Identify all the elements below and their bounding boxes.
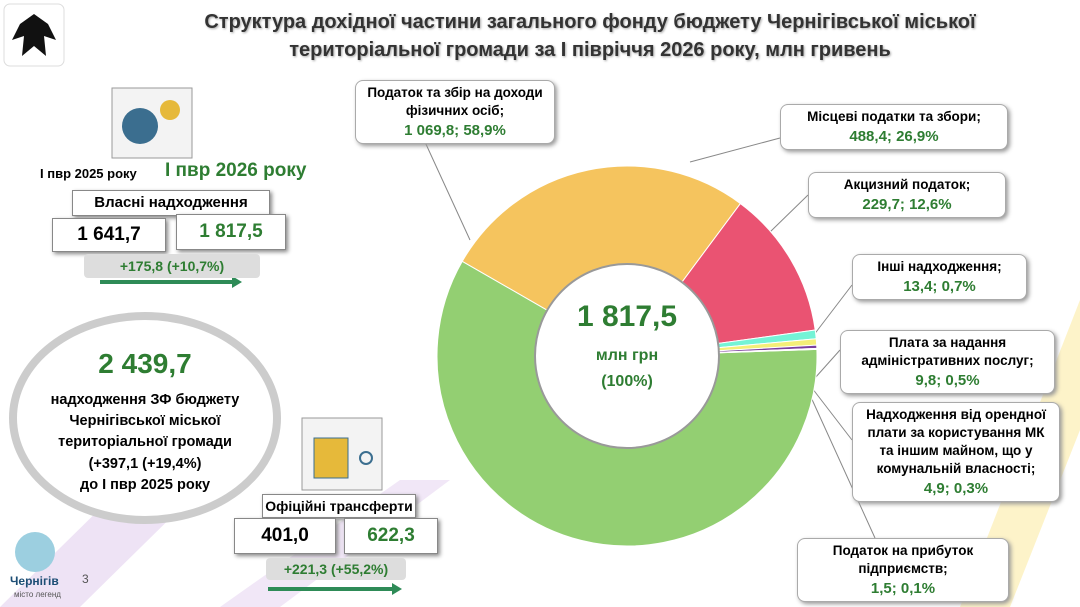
transfers-prev: 401,0 (234, 518, 336, 554)
category-label: Плата за надання адміністративних послуг… (861, 335, 1034, 368)
summary-total: 2 439,7 (98, 348, 192, 379)
callout: Податок та збір на доходи фізичних осіб;… (355, 80, 555, 144)
value-label: 488,4; 26,9% (849, 128, 939, 145)
category-label: Надходження від орендної плати за корист… (866, 407, 1046, 476)
callout: Податок на прибуток підприємств; 1,5; 0,1… (797, 538, 1009, 602)
connectors (424, 137, 876, 539)
transfers-change: +221,3 (+55,2%) (266, 558, 406, 580)
connector (809, 284, 853, 341)
summary-change: (+397,1 (+19,4%) (88, 456, 202, 472)
center-unit: млн грн (596, 347, 658, 364)
connector (814, 349, 841, 379)
money-icon (160, 100, 180, 120)
city-name: Чернігів (10, 574, 59, 588)
summary-compare: до І пвр 2025 року (79, 477, 211, 493)
connector (811, 387, 853, 441)
category-label: Податок та збір на доходи фізичних осіб; (367, 85, 543, 118)
category-label: Місцеві податки та збори; (807, 109, 981, 124)
money-icon (122, 108, 158, 144)
own-curr: 1 817,5 (176, 214, 286, 250)
callout: Акцизний податок; 229,7; 12,6% (808, 172, 1006, 218)
connector (809, 394, 876, 539)
callout: Плата за надання адміністративних послуг… (840, 330, 1055, 394)
connector (689, 137, 781, 163)
transfers-curr: 622,3 (344, 518, 438, 554)
value-label: 4,9; 0,3% (923, 480, 989, 497)
category-label: Податок на прибуток підприємств; (832, 543, 974, 576)
period-prev: І пвр 2025 року (40, 166, 137, 181)
center-share: (100%) (601, 373, 653, 390)
transfer-icon (313, 437, 349, 479)
chart-title: Структура дохідної частини загального фо… (204, 11, 976, 61)
own-prev: 1 641,7 (52, 218, 166, 252)
crest-eagle (12, 14, 56, 56)
value-label: 229,7; 12,6% (862, 196, 952, 213)
value-label: 1,5; 0,1% (870, 580, 936, 597)
page-number: 3 (82, 572, 89, 586)
connector (424, 141, 471, 241)
arrow (392, 583, 402, 595)
own-change: +175,8 (+10,7%) (84, 254, 260, 278)
own-title: Власні надходження (72, 190, 270, 216)
summary-oval (9, 312, 281, 524)
value-label: 13,4; 0,7% (903, 278, 976, 295)
category-label: Акцизний податок; (843, 177, 971, 192)
center-value: 1 817,5 (577, 300, 677, 333)
callout: Місцеві податки та збори; 488,4; 26,9% (780, 104, 1008, 150)
connector (769, 194, 809, 233)
value-label: 1 069,8; 58,9% (404, 122, 506, 139)
category-label: Інші надходження; (877, 259, 1002, 274)
callout: Інші надходження; 13,4; 0,7% (852, 254, 1027, 300)
callout: Надходження від орендної плати за корист… (852, 402, 1060, 502)
arrow (232, 276, 242, 288)
period-curr: І пвр 2026 року (165, 160, 307, 181)
city-logo (15, 532, 55, 572)
transfers-title: Офіційні трансферти (262, 494, 416, 518)
transfer-icon (359, 451, 373, 465)
city-motto: місто легенд (14, 590, 61, 599)
summary-text: надходження ЗФ бюджету Чернігівської міс… (50, 392, 240, 450)
donut-center (534, 263, 720, 449)
value-label: 9,8; 0,5% (915, 372, 980, 389)
